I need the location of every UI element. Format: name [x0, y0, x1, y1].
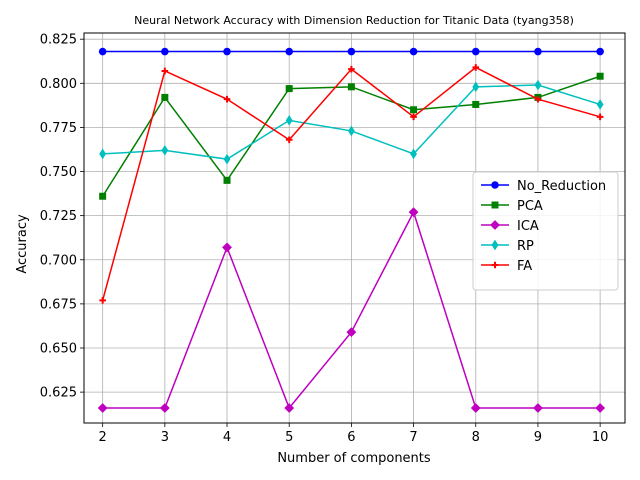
data-point-no-reduction: [409, 47, 418, 56]
y-tick-label: 0.750: [40, 165, 77, 180]
data-point-pca: [596, 72, 604, 80]
data-point-fa: [223, 95, 231, 103]
data-point-fa: [161, 67, 169, 75]
x-tick-label: 6: [347, 430, 355, 445]
x-tick-label: 8: [472, 430, 480, 445]
data-point-ica: [346, 327, 357, 338]
legend-marker: [491, 181, 499, 189]
plot-area-frame: [83, 32, 626, 424]
data-point-pca: [161, 93, 169, 101]
x-axis-label: Number of components: [277, 451, 431, 466]
legend-item-fa: FA: [481, 259, 532, 274]
data-point-rp: [285, 115, 293, 126]
data-point-rp: [534, 79, 542, 91]
data-point-ica: [97, 403, 108, 413]
y-tick-label: 0.825: [40, 33, 77, 48]
data-point-pca: [410, 106, 418, 114]
legend-label: FA: [517, 259, 532, 274]
data-point-rp: [99, 148, 107, 160]
data-point-fa: [472, 64, 480, 71]
data-point-fa: [285, 136, 293, 144]
legend-marker: [491, 261, 499, 269]
x-tick-label: 10: [592, 430, 609, 445]
legend-marker: [491, 239, 499, 251]
data-point-fa: [348, 65, 355, 73]
legend-marker: [490, 220, 500, 230]
series-ica: [97, 207, 606, 413]
data-point-no-reduction: [347, 47, 356, 56]
legend-label: RP: [517, 239, 534, 254]
x-tick-label: 5: [285, 430, 293, 445]
data-point-pca: [472, 100, 480, 108]
data-point-no-reduction: [471, 47, 480, 56]
data-point-rp: [472, 81, 480, 93]
legend-item-no-reduction: No_Reduction: [481, 179, 606, 194]
data-point-fa: [410, 113, 417, 121]
x-tick-label: 3: [161, 430, 169, 445]
x-tick-label: 4: [223, 430, 231, 445]
data-point-no-reduction: [285, 47, 294, 56]
x-tick-label: 7: [409, 430, 417, 445]
data-point-pca: [285, 85, 293, 93]
x-tick-label: 2: [99, 430, 107, 445]
data-point-ica: [595, 403, 606, 413]
data-point-pca: [347, 83, 355, 91]
y-axis-label: Accuracy: [15, 214, 30, 274]
legend-marker: [491, 201, 499, 209]
data-point-no-reduction: [98, 47, 107, 56]
y-tick-label: 0.725: [40, 209, 77, 224]
data-point-ica: [159, 403, 170, 413]
series-layer: [97, 47, 606, 413]
legend-item-rp: RP: [481, 239, 534, 254]
data-point-no-reduction: [534, 47, 542, 56]
data-point-rp: [161, 145, 169, 156]
data-point-pca: [99, 192, 107, 200]
y-tick-label: 0.700: [40, 253, 77, 268]
legend-box: [472, 171, 619, 291]
series-rp: [99, 79, 604, 165]
data-point-ica: [533, 403, 543, 413]
data-point-no-reduction: [223, 47, 231, 56]
data-point-no-reduction: [161, 47, 169, 56]
data-point-rp: [347, 125, 355, 137]
y-tick-label: 0.675: [40, 297, 77, 312]
data-point-ica: [470, 403, 481, 413]
series-fa: [99, 64, 604, 304]
y-tick-label: 0.800: [40, 77, 77, 92]
data-point-fa: [99, 297, 106, 304]
data-point-rp: [596, 99, 604, 110]
legend-label: PCA: [517, 199, 543, 214]
series-no-reduction: [98, 47, 604, 56]
legend-item-ica: ICA: [481, 219, 539, 234]
legend: No_Reduction PCA ICA RP FA: [472, 171, 619, 291]
data-point-no-reduction: [596, 47, 604, 56]
data-point-fa: [596, 113, 604, 121]
y-tick-label: 0.650: [40, 342, 77, 357]
data-point-rp: [410, 148, 417, 160]
axis-ticks: 2 3 4 5 6 7 8 9 10 0.625 0.650 0.675 0.700 0.725 0.750…: [40, 33, 609, 445]
chart-title: Neural Network Accuracy with Dimension R…: [134, 14, 574, 27]
x-tick-label: 9: [534, 430, 542, 445]
y-tick-label: 0.775: [40, 121, 77, 136]
legend-label: ICA: [517, 219, 539, 234]
y-tick-label: 0.625: [40, 386, 77, 401]
data-point-pca: [223, 176, 231, 184]
data-point-ica: [408, 207, 419, 218]
legend-label: No_Reduction: [517, 179, 606, 194]
data-point-rp: [223, 153, 231, 165]
legend-item-pca: PCA: [481, 199, 543, 214]
data-point-ica: [222, 242, 232, 253]
data-point-fa: [534, 95, 542, 103]
data-point-ica: [284, 403, 295, 413]
